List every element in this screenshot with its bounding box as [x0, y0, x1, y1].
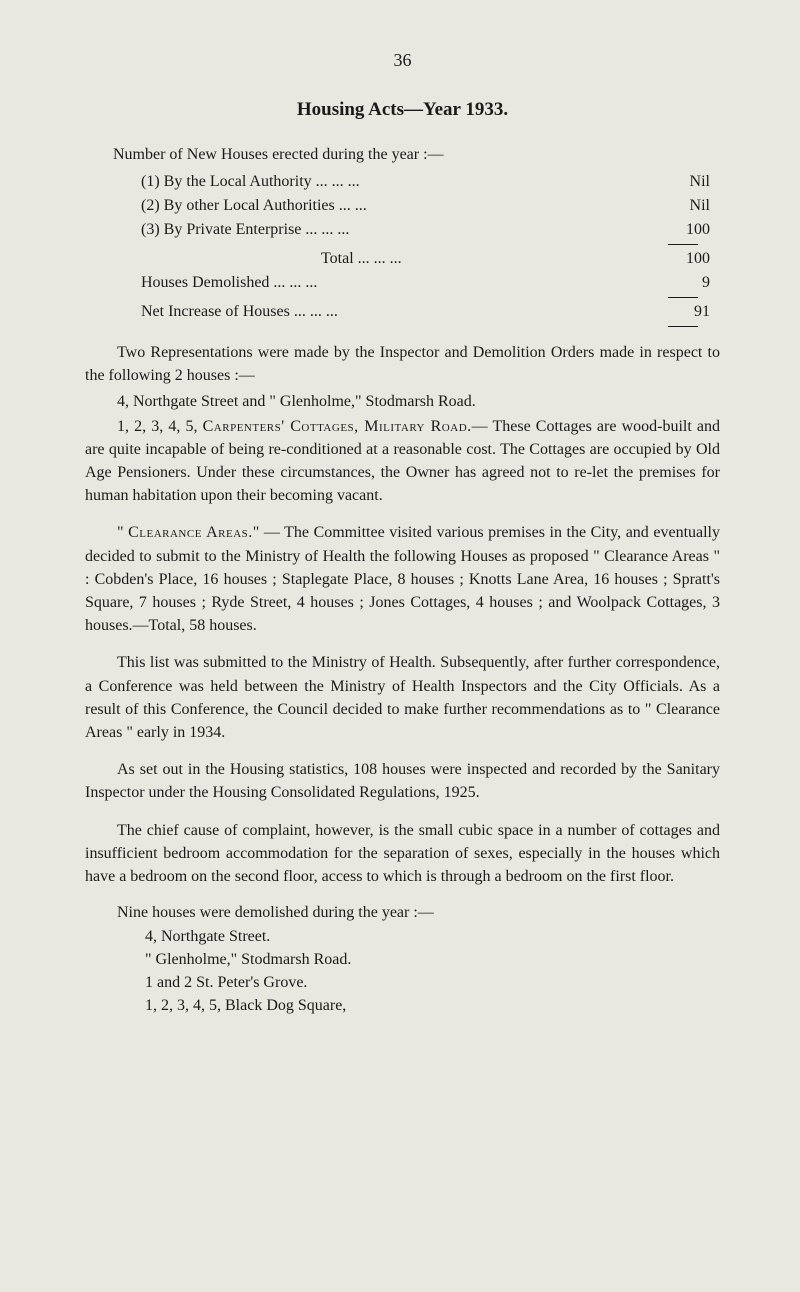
- paragraph-4: This list was submitted to the Ministry …: [85, 651, 720, 744]
- stat-value: 100: [660, 218, 720, 242]
- house-list-item: 1, 2, 3, 4, 5, Black Dog Square,: [145, 994, 720, 1017]
- divider: [668, 297, 698, 298]
- text: ": [117, 524, 128, 541]
- section-title: Housing Acts—Year 1933.: [85, 97, 720, 124]
- stat-row-3: (3) By Private Enterprise ... ... ... 10…: [141, 218, 720, 242]
- paragraph-1: Two Representations were made by the Ins…: [85, 341, 720, 387]
- net-value: 91: [660, 300, 720, 324]
- stat-label: (3) By Private Enterprise ... ... ...: [141, 218, 660, 242]
- paragraph-2b: 1, 2, 3, 4, 5, Carpenters' Cottages, Mil…: [85, 415, 720, 508]
- total-value: 100: [660, 247, 720, 271]
- paragraph-3: " Clearance Areas." — The Committee visi…: [85, 521, 720, 637]
- demolished-row: Houses Demolished ... ... ... 9: [141, 271, 720, 295]
- text: 1, 2, 3, 4, 5,: [117, 418, 203, 435]
- stat-value: Nil: [660, 194, 720, 218]
- paragraph-5: As set out in the Housing statistics, 10…: [85, 758, 720, 804]
- stat-value: Nil: [660, 170, 720, 194]
- page-number: 36: [85, 48, 720, 73]
- net-label: Net Increase of Houses ... ... ...: [141, 300, 660, 324]
- intro-text: Number of New Houses erected during the …: [113, 144, 720, 166]
- demolished-label: Houses Demolished ... ... ...: [141, 271, 660, 295]
- stat-label: (2) By other Local Authorities ... ...: [141, 194, 660, 218]
- stat-row-1: (1) By the Local Authority ... ... ... N…: [141, 170, 720, 194]
- paragraph-6: The chief cause of complaint, however, i…: [85, 819, 720, 889]
- house-list-item: " Glenholme," Stodmarsh Road.: [145, 948, 720, 971]
- stat-row-2: (2) By other Local Authorities ... ... N…: [141, 194, 720, 218]
- house-list-item: 4, Northgate Street.: [145, 925, 720, 948]
- total-label: Total ... ... ...: [141, 247, 660, 271]
- divider: [668, 326, 698, 327]
- house-list-item: 1 and 2 St. Peter's Grove.: [145, 971, 720, 994]
- total-row: Total ... ... ... 100: [141, 247, 720, 271]
- nine-houses-intro: Nine houses were demolished during the y…: [85, 902, 720, 924]
- stat-label: (1) By the Local Authority ... ... ...: [141, 170, 660, 194]
- net-row: Net Increase of Houses ... ... ... 91: [141, 300, 720, 324]
- small-caps-text: Carpenters' Cottages, Military Road.: [203, 418, 472, 435]
- small-caps-text: Clearance Areas.: [128, 524, 253, 541]
- paragraph-2a: 4, Northgate Street and " Glenholme," St…: [85, 390, 720, 413]
- divider: [668, 244, 698, 245]
- demolished-value: 9: [660, 271, 720, 295]
